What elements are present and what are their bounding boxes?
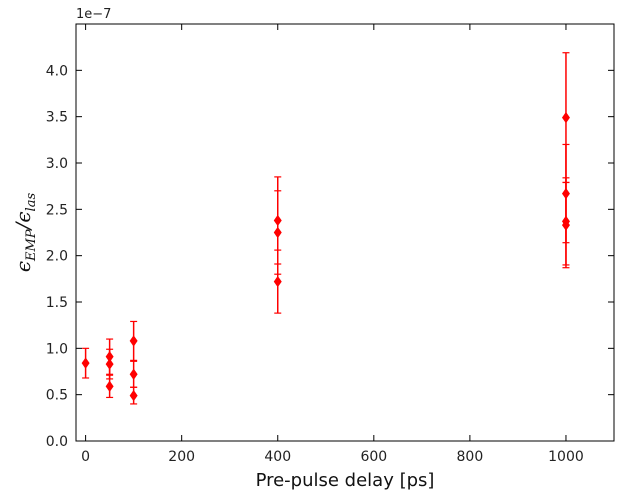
data-point	[561, 181, 570, 269]
marker-diamond	[273, 275, 282, 288]
x-tick-label: 800	[457, 449, 484, 465]
marker-diamond	[105, 358, 114, 370]
y-offset-label: 1e−7	[76, 7, 111, 22]
y-tick-label: 3.5	[46, 110, 68, 126]
data-point	[105, 374, 114, 399]
data-point	[273, 249, 282, 314]
data-series	[81, 52, 570, 405]
y-tick-label: 0.0	[46, 434, 68, 450]
x-tick-label: 200	[168, 449, 195, 465]
y-tick-label: 1.5	[46, 295, 68, 311]
y-tick-label: 4.0	[46, 63, 68, 79]
data-point	[129, 320, 138, 361]
data-point	[129, 386, 138, 405]
x-axis-label: Pre-pulse delay [ps]	[256, 470, 435, 491]
data-point	[129, 360, 138, 388]
marker-diamond	[129, 368, 138, 380]
marker-diamond	[81, 357, 90, 369]
y-tick-label: 3.0	[46, 156, 68, 172]
x-axis-ticks: 0 200 400 600 800 1000	[81, 24, 584, 465]
y-tick-label: 2.5	[46, 202, 68, 218]
y-tick-label: 1.0	[46, 341, 68, 357]
x-tick-label: 400	[264, 449, 291, 465]
x-tick-label: 1000	[548, 449, 584, 465]
y-tick-label: 0.5	[46, 388, 68, 404]
y-axis-label: ϵEMP/ϵlas	[11, 193, 39, 273]
y-tick-label: 2.0	[46, 249, 68, 265]
x-tick-label: 600	[360, 449, 387, 465]
y-axis-ticks: 0.0 0.5 1.0 1.5 2.0 2.5 3.0 3.5 4.0	[46, 63, 614, 450]
x-tick-label: 0	[81, 449, 90, 465]
data-point	[81, 347, 90, 379]
plot-frame	[75, 23, 615, 442]
marker-diamond	[273, 226, 282, 239]
marker-diamond	[105, 380, 114, 393]
marker-diamond	[129, 389, 138, 402]
marker-diamond	[129, 335, 138, 347]
marker-diamond	[561, 111, 570, 124]
marker-diamond	[561, 219, 570, 231]
